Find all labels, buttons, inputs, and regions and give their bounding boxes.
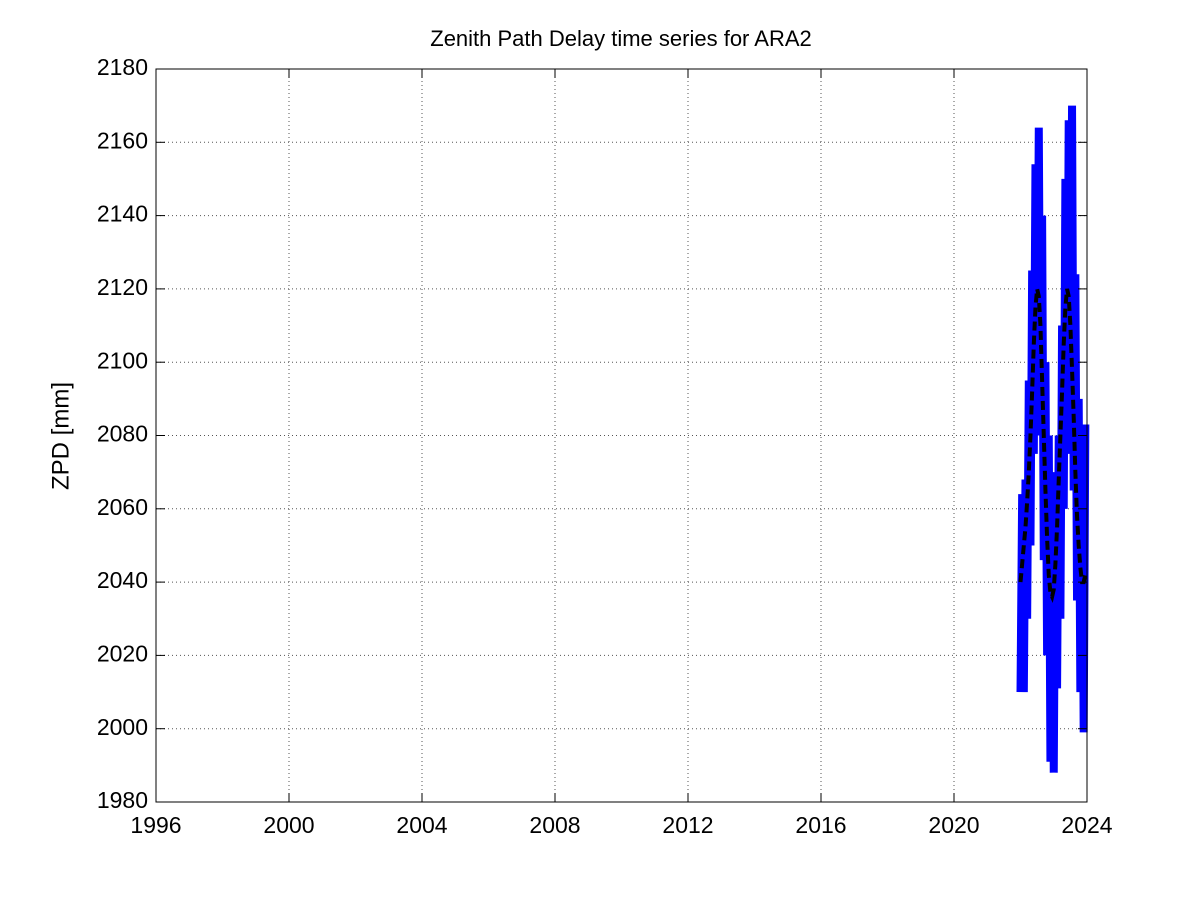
plot-area [1016,105,1090,773]
x-tick-label: 2024 [1061,812,1112,838]
axes-box [155,68,1088,803]
x-tick-label: 2012 [662,812,713,838]
chart-title: Zenith Path Delay time series for ARA2 [430,26,812,51]
x-tick-label: 2000 [263,812,314,838]
y-tick-label: 2140 [97,201,148,227]
x-tick-label: 1996 [130,812,181,838]
y-axis-label: ZPD [mm] [47,382,74,490]
y-tick-label: 2080 [97,421,148,447]
y-tick-label: 2040 [97,567,148,593]
axes: 1996 2000 2004 2008 2012 2016 2020 2024 1980 2000… [97,54,1113,838]
x-tick-label: 2016 [795,812,846,838]
y-tick-label: 2120 [97,274,148,300]
x-tick-label: 2020 [928,812,979,838]
y-tick-label: 2020 [97,640,148,666]
x-tick-label: 2004 [396,812,447,838]
x-tick-label: 2008 [529,812,580,838]
y-tick-label: 1980 [97,787,148,813]
y-tick-label: 2000 [97,714,148,740]
y-tick-label: 2060 [97,494,148,520]
data-line [1018,288,1088,604]
y-tick-label: 2180 [97,54,148,80]
y-tick-label: 2160 [97,127,148,153]
y-tick-label: 2100 [97,347,148,373]
